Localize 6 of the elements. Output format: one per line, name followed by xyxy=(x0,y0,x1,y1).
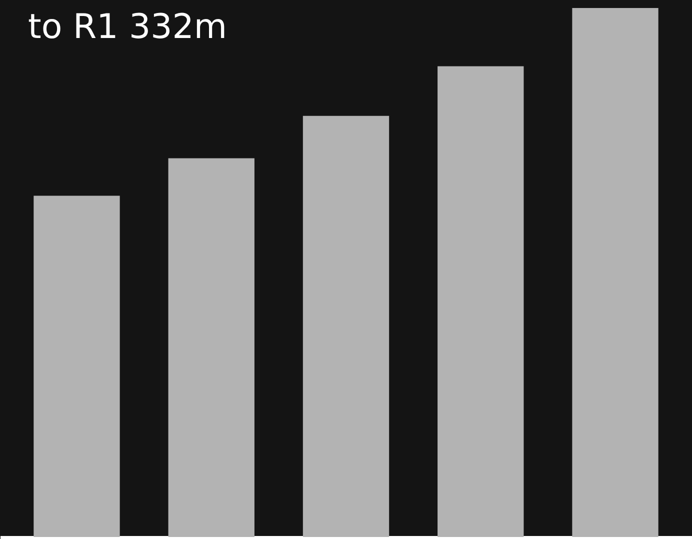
bar xyxy=(438,66,524,537)
bar xyxy=(302,116,390,537)
bar xyxy=(168,158,254,537)
bar xyxy=(572,8,658,537)
chart-title: to R1 332m xyxy=(28,7,228,47)
bar xyxy=(34,196,120,537)
